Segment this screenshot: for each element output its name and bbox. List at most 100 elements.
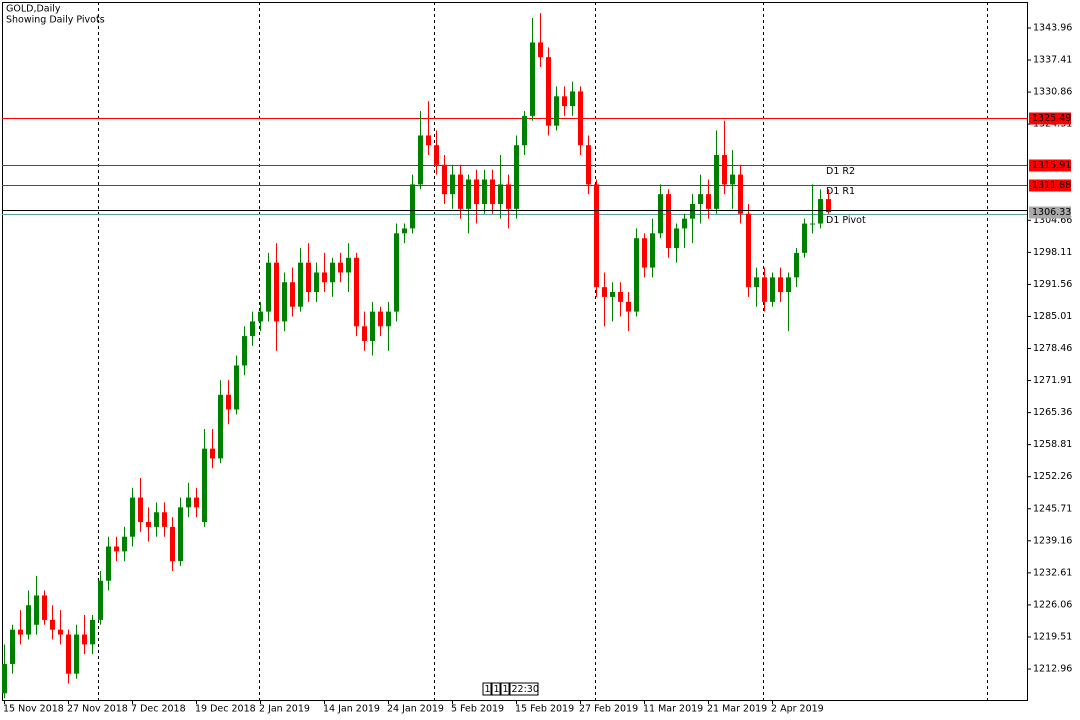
x-tick-label: 7 Dec 2018 xyxy=(131,704,186,715)
candle-body xyxy=(114,546,119,552)
candle-body xyxy=(658,194,663,234)
candle-body xyxy=(266,262,271,312)
y-tick-label: 1291.56 xyxy=(1033,279,1072,290)
candle-body xyxy=(442,164,447,195)
x-tick-label: 15 Feb 2019 xyxy=(515,704,574,715)
y-tick-label: 1265.36 xyxy=(1033,407,1072,418)
status-text: 1 xyxy=(503,684,509,695)
candle-body xyxy=(474,179,479,204)
candle-body xyxy=(26,605,31,635)
candle-body xyxy=(82,634,87,645)
candle-body xyxy=(538,42,543,58)
plot-frame xyxy=(2,2,1028,701)
candle-body xyxy=(274,262,279,322)
candle-body xyxy=(482,179,487,204)
candle-body xyxy=(554,96,559,126)
candle-body xyxy=(234,365,239,410)
candle-body xyxy=(386,311,391,327)
candle-body xyxy=(738,174,743,214)
candle-body xyxy=(530,42,535,116)
pivot-name: D1 R1 xyxy=(826,186,855,197)
price-label-box xyxy=(1029,179,1071,192)
candle-body xyxy=(690,203,695,219)
candle-body xyxy=(362,326,367,341)
candle-body xyxy=(698,194,703,204)
y-tick-label: 1232.61 xyxy=(1033,567,1072,578)
candle-body xyxy=(578,91,583,146)
y-tick-label: 1304.66 xyxy=(1033,215,1072,226)
y-tick-label: 1212.96 xyxy=(1033,664,1072,675)
candle-body xyxy=(330,262,335,283)
price-label-box xyxy=(1029,159,1071,172)
candle-body xyxy=(18,629,23,635)
candle-body xyxy=(210,448,215,459)
status-box xyxy=(491,682,501,696)
x-tick-label: 19 Dec 2018 xyxy=(195,704,256,715)
candle-body xyxy=(218,394,223,459)
candle-body xyxy=(154,512,159,527)
price-label: 1311.88 xyxy=(1032,180,1071,191)
x-tick-label: 24 Jan 2019 xyxy=(387,704,444,715)
candle-body xyxy=(610,292,615,297)
candle-body xyxy=(714,155,719,209)
candle-body xyxy=(378,311,383,327)
price-label: 1315.91 xyxy=(1032,160,1071,171)
price-label-box xyxy=(1029,112,1071,125)
candle-body xyxy=(202,448,207,523)
candle-body xyxy=(570,91,575,107)
candle-body xyxy=(290,282,295,307)
y-tick-label: 1252.26 xyxy=(1033,471,1072,482)
x-tick-label: 11 Mar 2019 xyxy=(643,704,703,715)
candle-body xyxy=(10,629,15,664)
status-boxes: 1 1 1 22:30 xyxy=(482,682,539,696)
candle-body xyxy=(778,277,783,293)
candle-body xyxy=(282,282,287,322)
candle-body xyxy=(306,262,311,293)
x-tick-label: 15 Nov 2018 xyxy=(3,704,64,715)
candle-body xyxy=(762,277,767,302)
candle-body xyxy=(426,135,431,146)
candle-body xyxy=(674,228,679,248)
x-tick-label: 14 Jan 2019 xyxy=(323,704,380,715)
candle-body xyxy=(458,174,463,209)
candle-body xyxy=(594,184,599,288)
candle-body xyxy=(514,145,519,209)
y-tick-label: 1285.01 xyxy=(1033,311,1072,322)
candle-body xyxy=(146,522,151,527)
candle-body xyxy=(410,184,415,229)
status-box xyxy=(482,682,492,696)
status-box xyxy=(509,682,539,696)
status-text: 1 xyxy=(485,684,491,695)
candle-body xyxy=(346,257,351,273)
candle-body xyxy=(650,233,655,268)
candle-body xyxy=(618,292,623,302)
candle-body xyxy=(490,179,495,204)
candle-body xyxy=(34,595,39,625)
y-tick-label: 1245.71 xyxy=(1033,503,1072,514)
status-text: 22:30 xyxy=(512,684,539,695)
chart-title: GOLD,Daily xyxy=(6,4,61,15)
y-tick-label: 1219.51 xyxy=(1033,631,1072,642)
x-tick-label: 27 Nov 2018 xyxy=(67,704,128,715)
pivot-name: D1 Pivot xyxy=(826,215,866,226)
y-tick-label: 1298.11 xyxy=(1033,247,1072,258)
candle-body xyxy=(130,497,135,537)
candle-body xyxy=(754,277,759,288)
candle-body xyxy=(546,57,551,126)
candle-body xyxy=(826,199,831,213)
candle-body xyxy=(810,223,815,225)
candle-body xyxy=(170,526,175,562)
chart-subtitle: Showing Daily Pivots xyxy=(6,15,105,26)
candle-body xyxy=(634,238,639,312)
price-label: 1325.49 xyxy=(1032,113,1071,124)
candle-body xyxy=(66,634,71,674)
candle-body xyxy=(802,223,807,253)
candle-body xyxy=(122,536,127,552)
candle-body xyxy=(498,184,503,204)
candle-body xyxy=(314,272,319,293)
y-tick-label: 1343.96 xyxy=(1033,22,1072,33)
candle-body xyxy=(242,336,247,366)
candle-body xyxy=(42,595,47,620)
candle-body xyxy=(138,497,143,523)
